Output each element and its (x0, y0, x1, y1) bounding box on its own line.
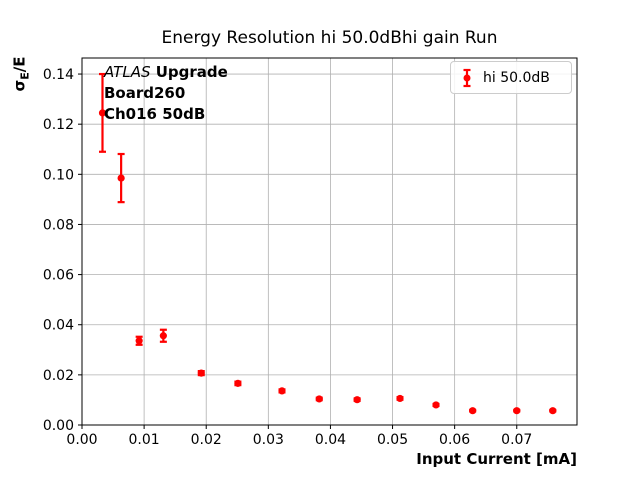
errorbar-marker-icon (463, 68, 471, 87)
data-point (159, 332, 167, 340)
y-label-suffix: /E (10, 56, 29, 73)
data-point (469, 407, 477, 415)
x-axis-label: Input Current [mA] (416, 450, 577, 468)
sigma-subscript: E (18, 72, 32, 80)
x-tick-label: 0.05 (377, 432, 408, 448)
x-tick-label: 0.04 (315, 432, 346, 448)
experiment-label: Upgrade (155, 63, 228, 81)
x-tick-label: 0.01 (129, 432, 160, 448)
data-point (432, 401, 440, 409)
data-point (117, 174, 125, 182)
y-tick-label: 0.06 (43, 268, 74, 284)
annotation-line-experiment: ATLAS Upgrade (104, 62, 228, 83)
data-point (234, 379, 242, 387)
data-point (513, 407, 521, 415)
annotation-line-channel: Ch016 50dB (104, 105, 206, 123)
x-tick-label: 0.02 (191, 432, 222, 448)
sigma-symbol: σ (10, 79, 29, 92)
data-point (135, 337, 143, 345)
data-point (396, 394, 404, 403)
legend: hi 50.0dB (450, 61, 572, 94)
x-tick-label: 0.00 (66, 432, 97, 448)
y-tick-label: 0.04 (43, 318, 74, 334)
x-tick-label: 0.07 (501, 432, 532, 448)
plot-annotation: ATLAS Upgrade Board260 Ch016 50dB (104, 62, 228, 125)
y-tick-label: 0.14 (43, 67, 74, 83)
y-tick-label: 0.08 (43, 217, 74, 233)
data-point (353, 396, 361, 404)
chart-title: Energy Resolution hi 50.0dBhi gain Run (161, 28, 498, 48)
plot-border (81, 57, 578, 426)
annotation-line-board: Board260 (104, 84, 186, 102)
legend-entry-label: hi 50.0dB (483, 69, 550, 86)
y-axis-label: σE/E (11, 57, 32, 92)
x-tick-label: 0.03 (253, 432, 284, 448)
data-point (549, 407, 557, 415)
y-tick-label: 0.10 (43, 167, 74, 183)
data-point (98, 109, 107, 117)
y-tick-label: 0.12 (43, 117, 74, 133)
data-point (197, 369, 205, 377)
x-tick-label: 0.06 (439, 432, 470, 448)
y-tick-label: 0.00 (43, 418, 74, 434)
experiment-name: ATLAS (104, 63, 151, 81)
data-point (278, 387, 286, 395)
y-tick-label: 0.02 (43, 368, 74, 384)
data-point (315, 395, 323, 403)
